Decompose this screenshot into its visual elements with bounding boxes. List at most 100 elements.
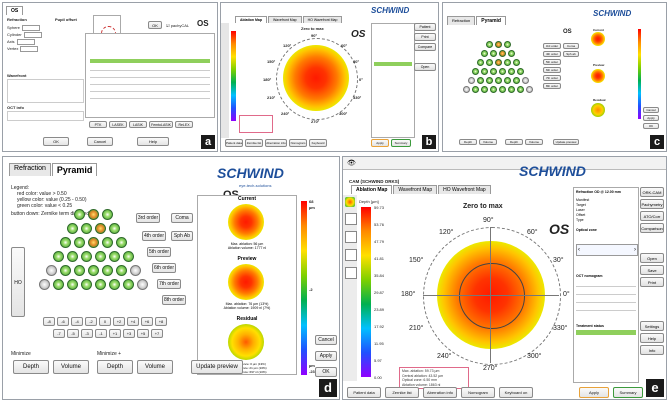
zernike-term-button[interactable] <box>39 279 50 290</box>
ok-button[interactable]: OK <box>315 367 337 377</box>
min-depth-button[interactable]: Depth <box>459 139 477 145</box>
6th-order-button[interactable]: 6th order <box>152 263 176 273</box>
zernike-term-button[interactable] <box>463 86 470 93</box>
settings-button[interactable]: Settings <box>640 321 664 331</box>
apply-button[interactable]: Apply <box>643 115 659 121</box>
slider-left-icon[interactable]: ‹ <box>578 247 580 253</box>
coma-button[interactable]: Coma <box>171 213 193 223</box>
coma-button[interactable]: Coma <box>563 43 579 49</box>
zernike-term-button[interactable] <box>481 68 488 75</box>
chart-icon[interactable] <box>345 231 357 243</box>
zernike-term-button[interactable] <box>102 237 113 248</box>
print-button[interactable]: Print <box>640 277 664 287</box>
term-toggle-button[interactable]: -4 <box>71 317 83 326</box>
zernike-term-button[interactable] <box>481 86 488 93</box>
tab-os[interactable]: OS <box>6 6 24 15</box>
zernike-term-button[interactable] <box>102 265 113 276</box>
zernike-term-button[interactable] <box>81 279 92 290</box>
zernike-term-button[interactable] <box>499 86 506 93</box>
update-preview-button[interactable]: Update preview <box>553 139 579 145</box>
zernike-term-button[interactable] <box>490 68 497 75</box>
zernike-term-button[interactable] <box>503 41 511 48</box>
8th-order-button[interactable]: 8th order <box>543 83 561 89</box>
ptk-button[interactable]: PTK <box>89 121 107 128</box>
term-toggle-button[interactable]: +8 <box>155 317 167 326</box>
eye-view-icon[interactable] <box>345 249 357 261</box>
tab-pyramid[interactable]: Pyramid <box>476 16 506 25</box>
patient-data-button[interactable]: Patient data <box>347 387 381 398</box>
zernike-term-button[interactable] <box>512 59 520 66</box>
keyboard-button[interactable]: Keyboard <box>309 139 327 147</box>
cancel-button[interactable]: Cancel <box>315 335 337 345</box>
term-toggle-button[interactable]: -7 <box>53 329 65 338</box>
zernike-term-button[interactable] <box>517 86 524 93</box>
term-toggle-button[interactable]: +5 <box>137 329 149 338</box>
zernike-term-button[interactable] <box>476 77 484 84</box>
cylinder-field[interactable] <box>23 32 42 38</box>
term-toggle-button[interactable]: +1 <box>109 329 121 338</box>
zernike-term-button[interactable] <box>503 59 511 66</box>
footer-cancel-button[interactable]: Cancel <box>87 137 113 146</box>
zernike-term-button[interactable] <box>60 265 71 276</box>
min-volume-button[interactable]: Volume <box>53 360 89 374</box>
femtolasik-button[interactable]: FemtoLASIK <box>149 121 173 128</box>
zernike-term-button[interactable] <box>67 251 78 262</box>
min-volume-button[interactable]: Volume <box>479 139 497 145</box>
term-toggle-button[interactable]: +2 <box>113 317 125 326</box>
3rd-order-button[interactable]: 3rd order <box>136 213 160 223</box>
zernike-term-button[interactable] <box>109 279 120 290</box>
zernike-term-button[interactable] <box>499 50 506 57</box>
term-toggle-button[interactable]: -5 <box>67 329 79 338</box>
side-print-button[interactable]: Print <box>414 33 436 41</box>
zernike-term-button[interactable] <box>116 237 127 248</box>
zernike-term-button[interactable] <box>494 77 502 84</box>
slider-right-icon[interactable]: › <box>634 247 636 253</box>
term-toggle-button[interactable]: -8 <box>43 317 55 326</box>
zernike-term-button[interactable] <box>472 86 479 93</box>
apply-button[interactable]: Apply <box>371 139 389 147</box>
side-patient-button[interactable]: Patient <box>414 23 436 31</box>
zernike-term-button[interactable] <box>95 251 106 262</box>
zernike-term-button[interactable] <box>481 50 488 57</box>
zernike-term-button[interactable] <box>490 86 497 93</box>
zernike-term-button[interactable] <box>508 86 515 93</box>
ho-button[interactable]: HO <box>11 247 25 317</box>
apply-button[interactable]: Apply <box>315 351 337 361</box>
zernike-term-button[interactable] <box>123 251 134 262</box>
6th-order-button[interactable]: 6th order <box>543 67 561 73</box>
term-toggle-button[interactable]: +7 <box>151 329 163 338</box>
zernike-term-button[interactable] <box>512 77 520 84</box>
zernike-term-button[interactable] <box>88 237 99 248</box>
4th-order-button[interactable]: 4th order <box>543 51 561 57</box>
nomogram-button[interactable]: Nomogram <box>289 139 307 147</box>
zernike-term-button[interactable] <box>485 77 493 84</box>
zernike-term-button[interactable] <box>74 265 85 276</box>
lasek-button[interactable]: LASEK <box>109 121 127 128</box>
keyboard-on-button[interactable]: Keyboard on <box>499 387 533 398</box>
zernike-term-button[interactable] <box>53 251 64 262</box>
comparison-button[interactable]: Comparison <box>640 223 664 233</box>
zernike-term-button[interactable] <box>526 86 533 93</box>
ato-corr-button[interactable]: ATO/Corr <box>640 211 664 221</box>
sph-ab-button[interactable]: Sph ab <box>563 51 579 57</box>
ok-button[interactable]: OK <box>148 21 162 29</box>
aberration-info-button[interactable]: Aberration info <box>265 139 287 147</box>
zernike-term-button[interactable] <box>95 223 106 234</box>
footer-help-button[interactable]: Help <box>137 137 169 146</box>
zernike-term-button[interactable] <box>67 223 78 234</box>
zernike-term-button[interactable] <box>521 77 529 84</box>
zernike-list-button[interactable]: Zernike list <box>245 139 263 147</box>
zernike-term-button[interactable] <box>116 265 127 276</box>
term-toggle-button[interactable]: +6 <box>141 317 153 326</box>
nomogram-button[interactable]: Nomogram <box>461 387 495 398</box>
orkcam-button[interactable]: ORK-CAM <box>640 187 664 197</box>
3rd-order-button[interactable]: 3rd order <box>543 43 561 49</box>
zone-slider[interactable]: ‹ › <box>576 244 638 256</box>
zernike-term-button[interactable] <box>81 223 92 234</box>
tab-ho-wavefront-map[interactable]: HO Wavefront Map <box>302 16 343 23</box>
8th-order-button[interactable]: 8th order <box>162 295 186 305</box>
zernike-term-button[interactable] <box>517 68 524 75</box>
profile-icon[interactable] <box>345 213 357 225</box>
apply-button[interactable]: Apply <box>579 387 609 398</box>
term-toggle-button[interactable]: -1 <box>95 329 107 338</box>
